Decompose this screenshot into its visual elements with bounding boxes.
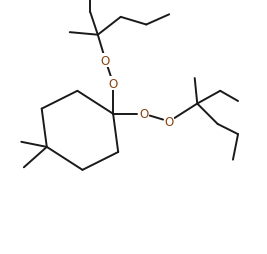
- Text: O: O: [139, 108, 148, 121]
- Text: O: O: [108, 77, 118, 90]
- Text: O: O: [164, 116, 174, 128]
- Text: O: O: [101, 55, 110, 67]
